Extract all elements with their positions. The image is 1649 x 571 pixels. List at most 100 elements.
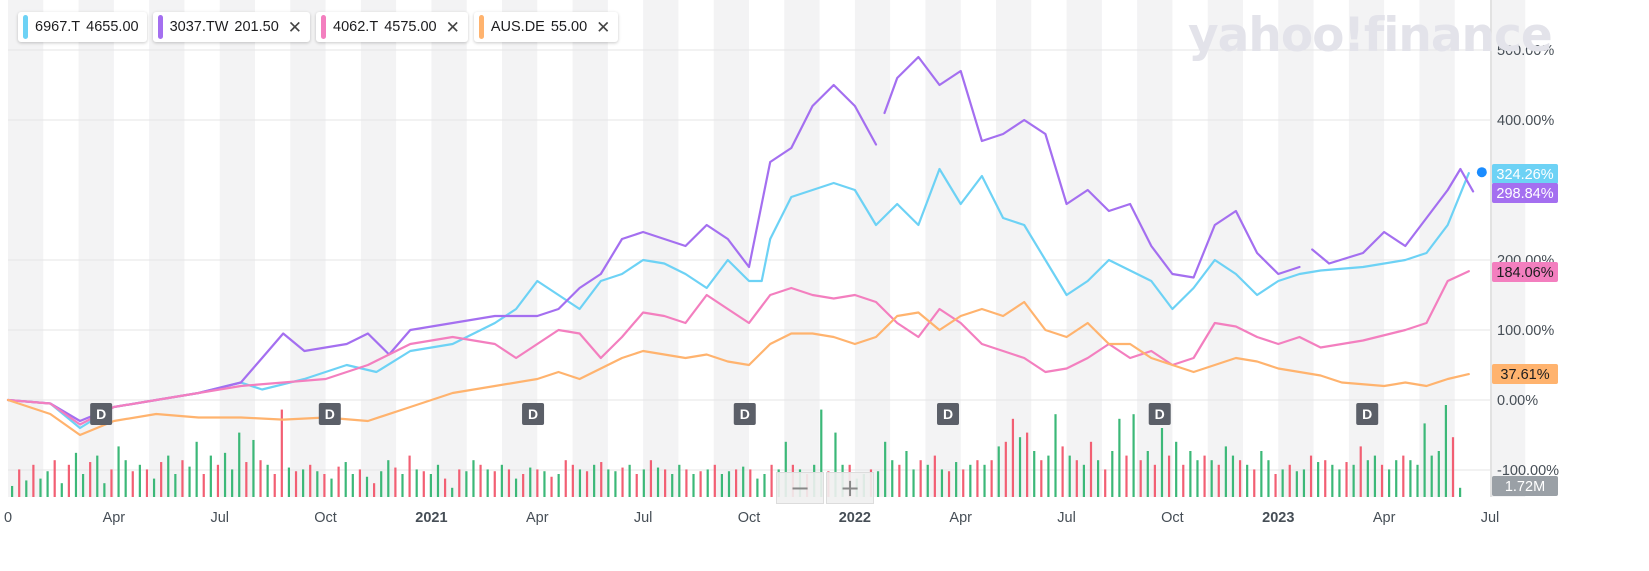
dividend-marker-box [318, 403, 341, 425]
legend-price: 4575.00 [384, 19, 437, 35]
volume-bar [302, 469, 305, 497]
close-icon[interactable]: ✕ [287, 17, 303, 37]
volume-bar [1338, 469, 1341, 497]
volume-bar [891, 460, 894, 497]
volume-bar [564, 460, 567, 497]
volume-bar [1437, 451, 1440, 497]
month-band [1419, 0, 1455, 497]
volume-bar [735, 469, 738, 497]
last-value-badge-ausde-box [1492, 364, 1558, 384]
close-icon[interactable]: ✕ [596, 17, 611, 37]
volume-bar [1224, 446, 1227, 497]
volume-bar [898, 464, 901, 497]
close-icon[interactable]: ✕ [445, 17, 460, 37]
x-tick-label: Oct [314, 510, 337, 526]
volume-bar [990, 460, 993, 497]
dividend-marker-box [1148, 403, 1171, 425]
volume-bar [479, 464, 482, 497]
month-band [643, 0, 679, 497]
volume-bar [294, 471, 298, 497]
volume-bar [209, 455, 212, 497]
volume-bar [60, 483, 63, 497]
volume-bar [1253, 469, 1256, 497]
series-line-3037tw [6, 55, 1475, 423]
volume-bar [53, 460, 56, 497]
dividend-marker-box [90, 403, 113, 425]
volume-bar [365, 476, 369, 497]
volume-bar [1267, 460, 1270, 497]
volume-bar [323, 474, 326, 497]
volume-bar [642, 469, 645, 497]
zoom-out-button[interactable]: − [776, 472, 824, 504]
volume-bar [245, 462, 248, 497]
volume-bar [685, 469, 688, 497]
volume-bar [1082, 464, 1086, 497]
x-tick-label: 2021 [415, 510, 447, 526]
month-band [1278, 0, 1314, 497]
volume-bar [96, 455, 99, 497]
dividend-marker: D [1148, 403, 1171, 425]
volume-bar [1366, 460, 1369, 497]
dividend-marker-box [733, 403, 756, 425]
x-tick-label: Apr [103, 510, 126, 526]
month-band [1490, 0, 1526, 497]
volume-bar [401, 474, 404, 497]
dividend-marker: D [937, 403, 960, 425]
volume-bar [1402, 455, 1405, 497]
volume-bar [997, 446, 1000, 497]
legend-swatch-4062t [321, 15, 327, 39]
legend-swatch-ausde [478, 15, 484, 39]
volume-bar [387, 460, 390, 497]
series-line-ausde [6, 300, 1470, 437]
zoom-in-button[interactable]: + [826, 472, 874, 504]
legend-chip-4062t[interactable]: 4062.T 4575.00 ✕ [316, 12, 468, 42]
volume-bar [933, 455, 936, 497]
volume-bar [522, 474, 525, 497]
month-band [854, 0, 891, 497]
legend-chip-6967t[interactable]: 6967.T 4655.00 [18, 12, 147, 42]
volume-bar [344, 462, 347, 497]
volume-bar [231, 469, 234, 497]
volume-bar [1210, 460, 1213, 497]
volume-bar [1416, 464, 1419, 497]
volume-bar [692, 474, 695, 497]
volume-bar [436, 464, 440, 497]
volume-bar [1075, 460, 1078, 497]
volume-bar [614, 471, 617, 497]
volume-bar [131, 471, 134, 497]
last-value-badge-3037tw-box [1492, 183, 1558, 203]
series-line-4062t [6, 270, 1470, 426]
x-tick-label: 2023 [1262, 510, 1294, 526]
volume-bar [1331, 464, 1334, 497]
volume-bar [1217, 464, 1220, 497]
month-band [572, 0, 608, 497]
volume-bar [451, 487, 454, 497]
volume-bar [458, 469, 461, 497]
legend-chip-ausde[interactable]: AUS.DE 55.00 ✕ [473, 12, 619, 42]
dividend-marker-label: D [1155, 406, 1165, 422]
volume-bar [557, 474, 560, 497]
volume-bar [81, 474, 85, 497]
volume-bar [571, 464, 574, 497]
volume-bar [820, 409, 823, 497]
volume-bar [1033, 451, 1036, 497]
month-band [149, 0, 185, 497]
volume-bar [1359, 446, 1362, 497]
volume-bar [536, 469, 539, 497]
legend-chip-3037tw[interactable]: 3037.TW 201.50 ✕ [152, 12, 311, 42]
volume-bar [1203, 455, 1206, 497]
month-band [360, 0, 397, 497]
x-tick-label: 2022 [839, 510, 871, 526]
dividend-marker: D [1356, 403, 1379, 425]
volume-badge-box [1492, 476, 1558, 496]
last-value-badge-6967t-label: 324.26% [1496, 167, 1553, 183]
x-tick-label: Jul [634, 510, 653, 526]
volume-bar [394, 467, 397, 497]
volume-bar [493, 471, 496, 497]
dividend-marker-label: D [96, 406, 106, 422]
volume-bar [39, 478, 42, 497]
volume-bar [1182, 464, 1185, 497]
volume-bar [671, 474, 674, 497]
volume-bar [280, 409, 283, 497]
